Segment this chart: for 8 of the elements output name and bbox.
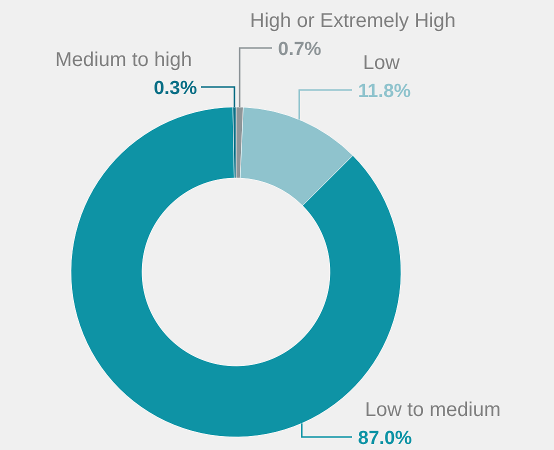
slice-label: Medium to high — [55, 49, 192, 71]
slice-label: Low to medium — [365, 399, 501, 421]
data-label: 11.8% — [358, 81, 411, 102]
data-label: 0.7% — [278, 39, 322, 60]
slice-label: High or Extremely High — [250, 10, 456, 32]
slice-label: Low — [363, 52, 400, 74]
data-label: 87.0% — [358, 428, 412, 449]
data-label: 0.3% — [154, 78, 198, 99]
